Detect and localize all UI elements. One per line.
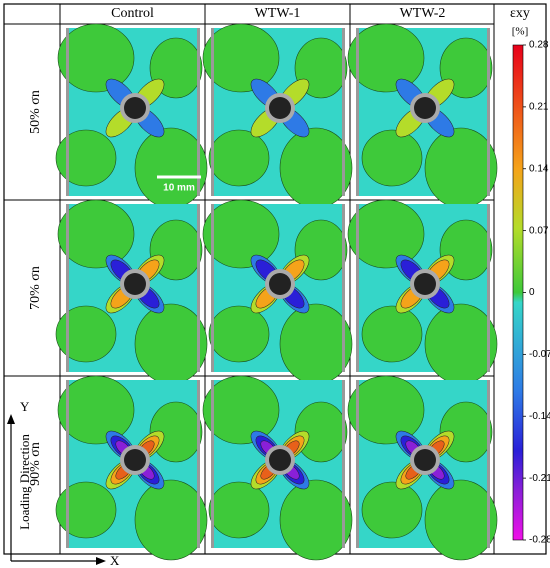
hole [124, 449, 146, 471]
arrowhead [96, 557, 106, 565]
strain-map [347, 23, 498, 209]
map-region [55, 305, 117, 363]
hole [414, 449, 436, 471]
map-region [424, 127, 498, 209]
map-region [208, 129, 270, 187]
direction-label: Loading Direction [17, 434, 32, 530]
hole [269, 97, 291, 119]
edge [356, 204, 359, 372]
map-region [279, 479, 353, 561]
map-region [202, 199, 280, 269]
colorbar-tick-label: -0.21 [529, 473, 550, 484]
edge [197, 380, 200, 548]
colorbar-tick-label: 0.21 [529, 102, 549, 113]
edge [66, 380, 69, 548]
edge [342, 204, 345, 372]
strain-map [347, 375, 498, 561]
colorbar-tick-label: -0.14 [529, 411, 550, 422]
strain-map [55, 23, 208, 209]
hole [414, 273, 436, 295]
map-region [361, 305, 423, 363]
colorbar-tick-label: -0.28 [529, 535, 550, 546]
colorbar [512, 44, 524, 541]
hole [269, 273, 291, 295]
edge [487, 28, 490, 196]
map-region [439, 401, 493, 463]
map-region [55, 481, 117, 539]
map-region [279, 127, 353, 209]
colorbar-tick-label: -0.07 [529, 349, 550, 360]
map-region [424, 479, 498, 561]
panels [55, 23, 498, 561]
map-region [361, 481, 423, 539]
strain-map [202, 23, 353, 209]
map-region [294, 401, 348, 463]
map-region [134, 479, 208, 561]
map-region [424, 303, 498, 385]
map-region [202, 23, 280, 93]
column-header: WTW-2 [400, 6, 446, 21]
edge [66, 204, 69, 372]
edge [211, 28, 214, 196]
strain-map [202, 375, 353, 561]
arrowhead [7, 414, 15, 424]
edge [487, 204, 490, 372]
map-region [347, 199, 425, 269]
colorbar-tick-label: 0.14 [529, 163, 549, 174]
edge [356, 380, 359, 548]
map-region [347, 375, 425, 445]
hole [414, 97, 436, 119]
edge [356, 28, 359, 196]
map-region [57, 199, 135, 269]
row-label: 70% σn [28, 266, 43, 310]
map-region [361, 129, 423, 187]
strain-map [55, 375, 208, 561]
column-header: Control [111, 6, 154, 21]
strain-map [55, 199, 208, 385]
row-label: 90% σn [28, 442, 43, 486]
row-label: 50% σn [28, 90, 43, 134]
strain-map [202, 199, 353, 385]
column-header: WTW-1 [255, 6, 301, 21]
edge [211, 204, 214, 372]
hole [124, 273, 146, 295]
edge [197, 28, 200, 196]
edge [342, 380, 345, 548]
map-region [57, 375, 135, 445]
map-region [202, 375, 280, 445]
map-region [57, 23, 135, 93]
map-region [149, 401, 203, 463]
edge [66, 28, 69, 196]
colorbar-tick-label: 0.07 [529, 225, 549, 236]
edge [197, 204, 200, 372]
x-label: X [110, 553, 120, 568]
scale-bar-label: 10 mm [163, 183, 195, 194]
map-region [134, 127, 208, 209]
map-region [347, 23, 425, 93]
edge [211, 380, 214, 548]
y-label: Y [20, 399, 30, 414]
frame [3, 3, 547, 555]
map-region [208, 481, 270, 539]
edge [487, 380, 490, 548]
map-region [208, 305, 270, 363]
colorbar-unit: [%] [512, 26, 529, 38]
colorbar-tick-label: 0 [529, 287, 535, 298]
hole [269, 449, 291, 471]
map-region [134, 303, 208, 385]
map-region [279, 303, 353, 385]
colorbar-tick-label: 0.28 [529, 40, 549, 51]
hole [124, 97, 146, 119]
strain-map [347, 199, 498, 385]
edge [342, 28, 345, 196]
colorbar-title: εxy [510, 6, 530, 21]
map-region [55, 129, 117, 187]
